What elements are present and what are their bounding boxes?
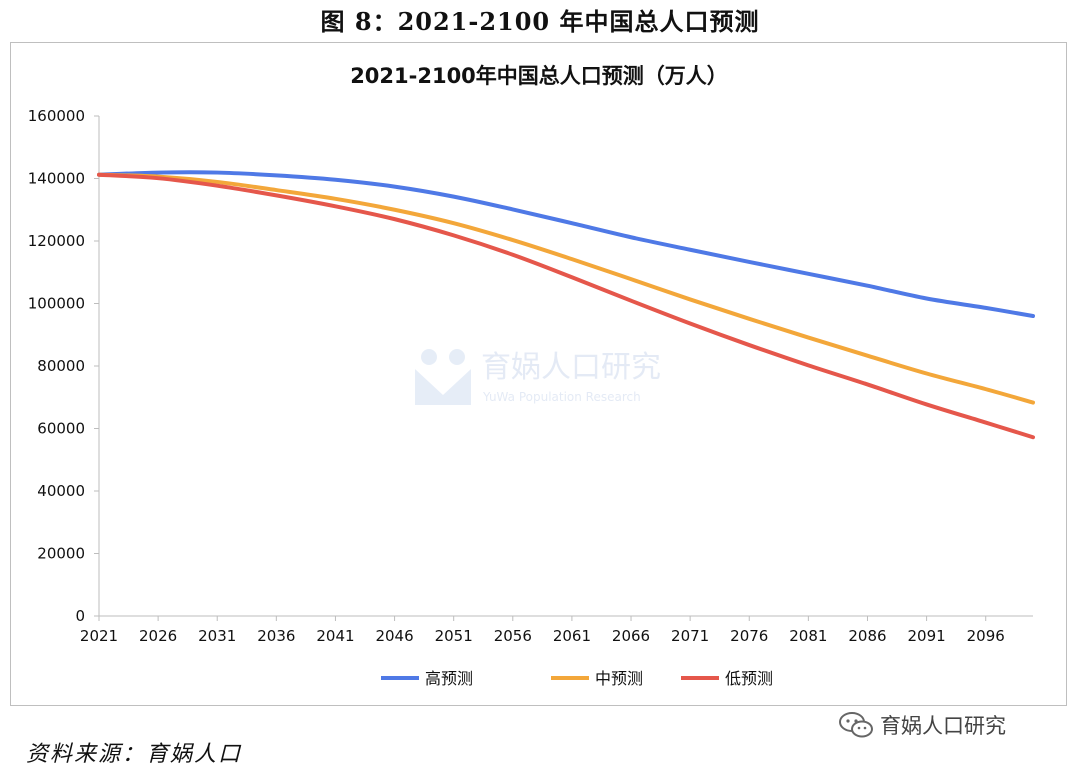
source-note: 资料来源：育娲人口 [26, 742, 243, 767]
x-tick-label: 2026 [139, 627, 177, 645]
x-tick-label: 2041 [316, 627, 354, 645]
x-tick-label: 2081 [789, 627, 827, 645]
y-tick-label: 0 [75, 607, 85, 625]
x-tick-label: 2091 [908, 627, 946, 645]
x-tick-label: 2066 [612, 627, 650, 645]
watermark-text: 育娲人口研究 [481, 350, 661, 385]
y-tick-label: 120000 [28, 232, 85, 250]
figure-title: 图 8：2021-2100 年中国总人口预测 [320, 7, 760, 36]
x-tick-label: 2046 [375, 627, 413, 645]
line-chart: 育娲人口研究 YuWa Population Research 2021-210… [28, 64, 1035, 688]
legend-label: 中预测 [595, 669, 643, 688]
chart-title: 2021-2100年中国总人口预测（万人） [350, 64, 728, 88]
x-tick-label: 2076 [730, 627, 768, 645]
chart-container: 育娲人口研究 YuWa Population Research 2021-210… [10, 42, 1067, 706]
watermark-logo-icon [415, 349, 471, 405]
y-tick-label: 80000 [37, 357, 85, 375]
legend-label: 低预测 [725, 669, 773, 688]
series-line-1 [97, 170, 1035, 318]
wechat-icon [839, 712, 873, 738]
x-tick-label: 2021 [80, 627, 118, 645]
y-tick-label: 100000 [28, 295, 85, 313]
legend-label: 高预测 [425, 669, 473, 688]
y-tick-label: 140000 [28, 170, 85, 188]
y-tick-label: 40000 [37, 482, 85, 500]
x-tick-label: 2071 [671, 627, 709, 645]
y-tick-label: 20000 [37, 545, 85, 563]
watermark: 育娲人口研究 YuWa Population Research [415, 349, 661, 405]
x-tick-label: 2051 [435, 627, 473, 645]
wechat-account: 育娲人口研究 [838, 710, 1006, 740]
watermark-subtext: YuWa Population Research [482, 390, 641, 404]
x-tick-label: 2056 [494, 627, 532, 645]
x-tick-label: 2096 [967, 627, 1005, 645]
x-tick-label: 2086 [848, 627, 886, 645]
x-tick-label: 2031 [198, 627, 236, 645]
y-tick-label: 60000 [37, 420, 85, 438]
wechat-label: 育娲人口研究 [880, 714, 1006, 738]
x-tick-label: 2061 [553, 627, 591, 645]
x-tick-label: 2036 [257, 627, 295, 645]
y-tick-label: 160000 [28, 107, 85, 125]
